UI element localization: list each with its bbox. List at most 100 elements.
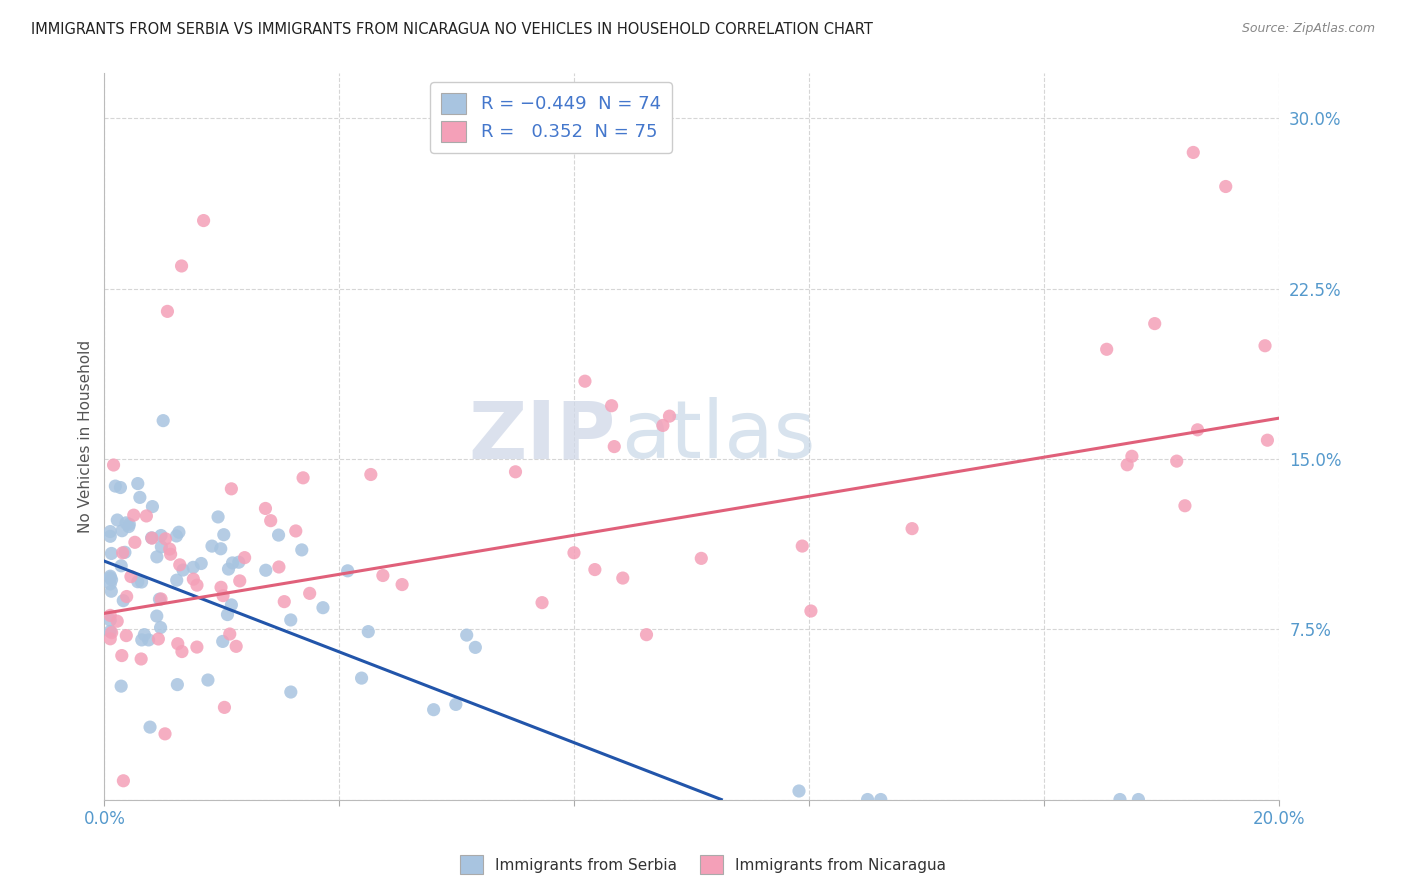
Point [218,562,240,576]
Point [1182,145,1205,160]
Point [1215,179,1237,194]
Point [134,627,156,641]
Point [444,698,467,712]
Point [155,532,177,546]
Point [159,547,181,561]
Point [267,560,290,574]
Point [209,541,232,556]
Point [153,727,176,741]
Point [901,522,924,536]
Point [148,592,170,607]
Point [1174,499,1197,513]
Point [111,648,134,663]
Point [105,513,128,527]
Point [574,374,596,388]
Point [291,542,314,557]
Point [1166,454,1188,468]
Point [100,573,122,587]
Point [172,563,194,577]
Point [603,440,626,454]
Point [115,516,138,530]
Point [211,634,233,648]
Point [129,652,152,666]
Point [112,593,135,607]
Point [218,627,240,641]
Point [267,528,290,542]
Point [111,546,134,560]
Point [159,542,181,557]
Point [1254,339,1277,353]
Point [600,399,623,413]
Point [111,524,134,538]
Point [1121,450,1143,464]
Point [183,572,205,586]
Point [167,525,190,540]
Point [422,703,444,717]
Point [464,640,486,655]
Point [1128,792,1150,806]
Point [800,604,823,618]
Point [98,569,121,583]
Point [150,591,173,606]
Point [1187,423,1209,437]
Point [181,560,204,574]
Point [583,563,606,577]
Point [127,574,149,589]
Point [150,540,173,554]
Point [217,607,239,622]
Point [254,501,277,516]
Point [1095,343,1118,357]
Point [156,304,179,318]
Point [141,500,163,514]
Point [221,482,243,496]
Point [105,614,128,628]
Point [149,621,172,635]
Point [658,409,681,424]
Point [280,613,302,627]
Point [228,555,250,569]
Point [98,524,121,539]
Point [456,628,478,642]
Point [531,596,554,610]
Point [169,558,191,572]
Point [115,590,138,604]
Point [131,632,153,647]
Point [110,481,132,495]
Point [391,577,413,591]
Point [98,624,121,639]
Text: Source: ZipAtlas.com: Source: ZipAtlas.com [1241,22,1375,36]
Point [98,632,121,646]
Point [166,677,188,691]
Legend: R = −0.449  N = 74, R =   0.352  N = 75: R = −0.449 N = 74, R = 0.352 N = 75 [430,82,672,153]
Point [280,685,302,699]
Point [100,625,122,640]
Point [98,613,121,627]
Point [103,458,125,472]
Point [148,632,170,646]
Point [170,259,193,273]
Point [98,577,121,591]
Point [612,571,634,585]
Point [636,628,658,642]
Point [139,720,162,734]
Point [254,563,277,577]
Point [350,671,373,685]
Point [120,569,142,583]
Point [869,792,891,806]
Text: IMMIGRANTS FROM SERBIA VS IMMIGRANTS FROM NICARAGUA NO VEHICLES IN HOUSEHOLD COR: IMMIGRANTS FROM SERBIA VS IMMIGRANTS FRO… [31,22,873,37]
Point [221,598,243,612]
Point [190,557,212,571]
Point [141,531,163,545]
Point [1116,458,1139,472]
Point [298,586,321,600]
Point [197,673,219,687]
Point [135,508,157,523]
Point [127,476,149,491]
Point [131,574,153,589]
Point [98,529,121,543]
Point [100,584,122,599]
Point [1256,434,1278,448]
Point [1109,792,1132,806]
Point [165,529,187,543]
Point [360,467,382,482]
